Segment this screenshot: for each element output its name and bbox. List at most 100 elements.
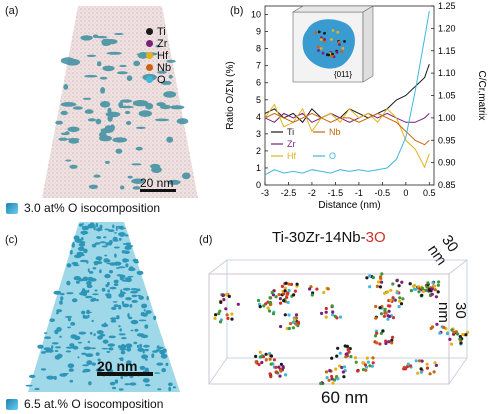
atom [331, 310, 335, 314]
atom [425, 362, 429, 366]
box-front-face [208, 273, 450, 385]
atom [419, 370, 423, 374]
o-cluster-c [106, 350, 111, 353]
o-cluster [135, 146, 143, 151]
o-cluster-c [125, 343, 133, 348]
atom [353, 356, 358, 360]
atom [258, 350, 262, 354]
o-cluster [101, 38, 110, 46]
o-cluster-c [87, 314, 90, 318]
o-cluster-c [140, 334, 149, 339]
o-cluster-c [82, 364, 89, 367]
o-cluster-c [113, 279, 119, 284]
legend-a-item: Ti [146, 26, 171, 38]
o-cluster [119, 105, 134, 109]
atom [371, 361, 375, 365]
scalebar-c: 20 nm [97, 358, 153, 376]
atom [274, 365, 278, 369]
o-cluster [169, 105, 185, 110]
o-cluster [87, 118, 96, 122]
legend-a-symbol: O [157, 74, 166, 86]
atom [374, 316, 378, 320]
o-cluster-c [87, 223, 94, 229]
atom [262, 304, 266, 308]
o-cluster-c [144, 348, 149, 352]
series-line-o [264, 11, 430, 176]
o-cluster-c [168, 382, 173, 387]
o-cluster [120, 99, 132, 103]
o-cluster [88, 184, 98, 189]
o-cluster [167, 179, 181, 185]
o-cluster-c [118, 325, 121, 328]
o-cluster [114, 33, 124, 35]
atom [226, 316, 230, 320]
atom [412, 287, 417, 291]
atom [346, 348, 350, 352]
o-cluster-c [114, 232, 117, 234]
o-cluster-c [143, 344, 150, 348]
o-cluster-c [82, 316, 89, 319]
panel-d-volume [208, 259, 470, 386]
o-cluster-c [67, 363, 75, 368]
legend-label: Zr [287, 139, 296, 149]
inset-box-side [362, 5, 374, 83]
atom [417, 290, 421, 294]
atom [368, 285, 372, 289]
atom [385, 290, 390, 294]
atom [261, 355, 265, 359]
o-cluster [166, 136, 174, 143]
atom [291, 320, 295, 324]
o-cluster-c [109, 270, 113, 274]
atom [398, 296, 402, 300]
o-cluster-c [112, 236, 118, 242]
atom [387, 314, 392, 319]
o-cluster [117, 71, 128, 75]
atom [459, 341, 463, 345]
o-cluster-c [120, 344, 126, 350]
atom [218, 309, 222, 313]
o-cluster-c [66, 263, 72, 268]
atom [293, 289, 297, 293]
inset-atom [330, 38, 333, 41]
o-cluster-c [83, 248, 88, 254]
atom [436, 290, 440, 294]
o-cluster-c [109, 286, 117, 290]
o-cluster-c [71, 298, 78, 303]
inset-atom [336, 30, 340, 34]
atom [349, 355, 353, 359]
o-cluster-c [93, 262, 99, 266]
o-cluster-c [99, 241, 107, 244]
atom [264, 358, 268, 362]
o-cluster-c [155, 349, 162, 352]
o-cluster-c [144, 324, 149, 329]
o-cluster-c [45, 349, 51, 353]
x-tick-label: -1.5 [328, 188, 344, 198]
atom [438, 331, 442, 335]
o-cluster [104, 160, 110, 164]
o-cluster-c [118, 345, 121, 349]
o-cluster-c [87, 276, 94, 282]
o-cluster-c [77, 356, 80, 359]
o-cluster-c [99, 224, 103, 229]
o-cluster-c [119, 274, 126, 278]
o-cluster-c [77, 246, 85, 251]
o-cluster-c [125, 297, 132, 301]
atom [454, 330, 458, 334]
scalebar-a: 20 nm [140, 176, 176, 192]
legend-dot [146, 40, 153, 47]
panel-d-label: (d) [199, 234, 213, 246]
o-cluster-c [111, 386, 117, 390]
o-cluster [131, 163, 142, 166]
o-cluster-c [69, 343, 75, 347]
o-cluster-c [53, 290, 62, 295]
o-cluster-c [130, 329, 134, 332]
atom [236, 302, 240, 306]
atom [428, 372, 432, 376]
atom [283, 286, 287, 290]
o-cluster-c [125, 263, 129, 268]
o-cluster-c [92, 293, 99, 296]
atom [414, 359, 418, 363]
o-cluster-c [157, 388, 162, 391]
o-cluster-c [55, 346, 61, 349]
o-cluster-c [82, 315, 88, 318]
